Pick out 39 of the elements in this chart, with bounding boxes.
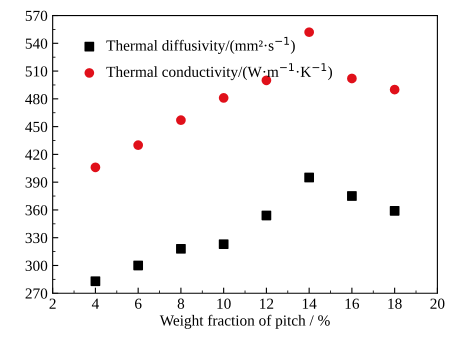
x-tick-label: 6 [135, 298, 142, 309]
point [304, 172, 314, 182]
point [90, 162, 100, 172]
y-tick-label: 540 [26, 38, 48, 49]
y-tick-label: 450 [25, 122, 48, 132]
x-tick-label: 20 [430, 298, 444, 309]
legend-label: Thermal diffusivity/(mm²·s$^{−1}$) [106, 36, 295, 54]
point [347, 74, 357, 84]
y-tick-label: 270 [26, 288, 48, 299]
point [176, 244, 186, 254]
y-tick-label: 300 [26, 260, 48, 271]
point [90, 276, 100, 286]
x-tick-label: 2 [50, 298, 56, 309]
y-tick-label: 360 [26, 205, 48, 216]
x-tick-label: 12 [260, 298, 274, 309]
y-tick-label: 390 [26, 177, 48, 188]
point [218, 239, 229, 250]
point [218, 93, 229, 103]
y-tick-label: 570 [26, 10, 48, 21]
x-tick-label: 16 [346, 298, 360, 309]
y-tick-label: 420 [25, 150, 48, 160]
x-tick-label: 18 [388, 298, 402, 309]
point [347, 191, 357, 201]
point [304, 27, 314, 38]
x-tick-label: 4 [92, 298, 99, 309]
y-tick-label: 480 [25, 94, 48, 104]
point [390, 84, 400, 94]
y-tick-label: 330 [26, 232, 48, 244]
legend-label: Thermal conductivity/(W·m$^{−1}$·K$^{−1}$) [106, 63, 332, 80]
point [133, 260, 144, 270]
y-tick-label: 510 [26, 66, 48, 77]
x-tick-label: 10 [217, 298, 231, 309]
point [176, 115, 186, 125]
x-tick-label: 8 [178, 298, 184, 309]
point [262, 210, 272, 220]
point [390, 206, 400, 216]
x-tick-label: 14 [302, 298, 317, 309]
x-axis-title: Weight fraction of pitch / % [160, 314, 330, 329]
point [133, 140, 144, 150]
